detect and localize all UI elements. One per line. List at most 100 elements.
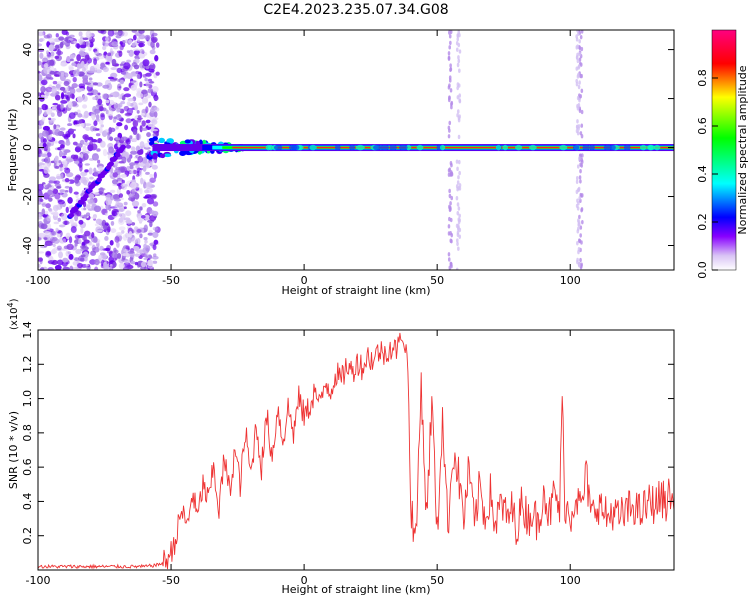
noise-dot — [56, 245, 62, 250]
streak-dot — [448, 216, 451, 222]
noise-dot — [44, 184, 53, 188]
noise-dot — [154, 55, 159, 62]
transition-blob — [163, 153, 172, 158]
noise-dot — [142, 165, 147, 172]
noise-dot — [67, 101, 73, 109]
streak-dot — [457, 246, 460, 251]
streak-dot — [578, 214, 581, 220]
spectrogram-content — [38, 30, 674, 270]
noise-dot — [140, 177, 144, 185]
noise-dot — [52, 204, 59, 212]
streak-dot — [449, 40, 452, 46]
streak-dot — [577, 238, 581, 243]
streak-dot — [458, 98, 461, 103]
carrier-bump — [515, 144, 523, 151]
noise-dot — [116, 252, 122, 259]
noise-dot — [147, 232, 154, 236]
noise-dot — [79, 214, 84, 218]
noise-dot — [123, 62, 131, 70]
noise-dot — [97, 159, 101, 164]
noise-dot — [38, 60, 43, 66]
noise-dot — [141, 112, 146, 116]
noise-dot — [57, 110, 63, 117]
noise-dot — [85, 212, 91, 217]
noise-dot — [82, 75, 89, 81]
noise-dot — [38, 74, 43, 82]
noise-dot — [100, 114, 106, 121]
noise-dot — [129, 162, 136, 166]
noise-dot — [51, 87, 57, 95]
y-tick-label: 1.0 — [21, 390, 34, 408]
streak-dot — [458, 114, 461, 119]
noise-dot — [105, 197, 113, 206]
noise-dot — [136, 237, 141, 245]
noise-dot — [70, 54, 76, 59]
noise-dot — [151, 255, 159, 260]
streak-dot — [578, 51, 582, 57]
noise-dot — [89, 259, 97, 265]
noise-dot — [40, 266, 45, 270]
noise-dot — [121, 229, 125, 234]
noise-dot — [148, 68, 155, 73]
noise-dot — [70, 154, 76, 160]
noise-dot — [118, 166, 126, 173]
noise-dot — [136, 117, 143, 120]
streak-dot — [456, 223, 460, 228]
streak-dot — [580, 134, 584, 139]
noise-dot — [66, 91, 72, 96]
streak-dot — [455, 41, 459, 46]
noise-dot — [64, 167, 69, 171]
streak-dot — [448, 45, 452, 50]
noise-dot — [38, 232, 46, 238]
noise-dot — [95, 229, 103, 233]
noise-dot — [108, 146, 114, 154]
noise-dot — [68, 112, 76, 119]
noise-dot — [70, 40, 74, 44]
noise-dot — [47, 242, 53, 246]
noise-dot — [102, 263, 110, 270]
noise-dot — [78, 31, 83, 37]
snr-ylabel: SNR (10 * v/v) — [7, 411, 20, 489]
noise-dot — [99, 140, 106, 148]
carrier-bump — [355, 144, 365, 151]
noise-dot — [59, 204, 63, 208]
diagonal-line-dot — [115, 152, 121, 158]
noise-dot — [155, 71, 160, 76]
streak-dot — [458, 227, 462, 233]
noise-dot — [120, 173, 127, 178]
streak-dot — [577, 72, 580, 78]
noise-dot — [144, 253, 150, 260]
noise-dot — [38, 257, 44, 262]
streak-dot — [449, 30, 453, 35]
streak-dot — [577, 126, 580, 131]
x-tick-label: -50 — [162, 274, 180, 287]
noise-dot — [38, 132, 44, 140]
noise-dot — [80, 122, 85, 128]
noise-dot — [77, 71, 85, 77]
noise-dot — [118, 50, 123, 57]
noise-dot — [94, 266, 99, 270]
noise-dot — [128, 196, 135, 201]
noise-dot — [67, 251, 71, 255]
transition-blob — [159, 153, 166, 159]
x-tick-label: 50 — [430, 274, 444, 287]
streak-dot — [577, 263, 581, 268]
noise-dot — [72, 69, 80, 77]
noise-dot — [44, 231, 52, 238]
noise-dot — [49, 70, 56, 75]
streak-dot — [576, 58, 580, 64]
transition-blob — [179, 150, 187, 156]
noise-dot — [152, 128, 159, 132]
noise-dot — [110, 72, 118, 78]
noise-dot — [55, 50, 64, 56]
y-tick-label: 0.8 — [21, 424, 34, 442]
noise-dot — [79, 152, 84, 159]
noise-dot — [115, 137, 121, 141]
noise-dot — [81, 233, 86, 241]
noise-dot — [84, 123, 92, 126]
streak-dot — [450, 105, 453, 110]
noise-dot — [115, 125, 119, 130]
streak-dot — [456, 82, 460, 87]
noise-dot — [72, 260, 79, 266]
noise-dot — [62, 238, 67, 244]
